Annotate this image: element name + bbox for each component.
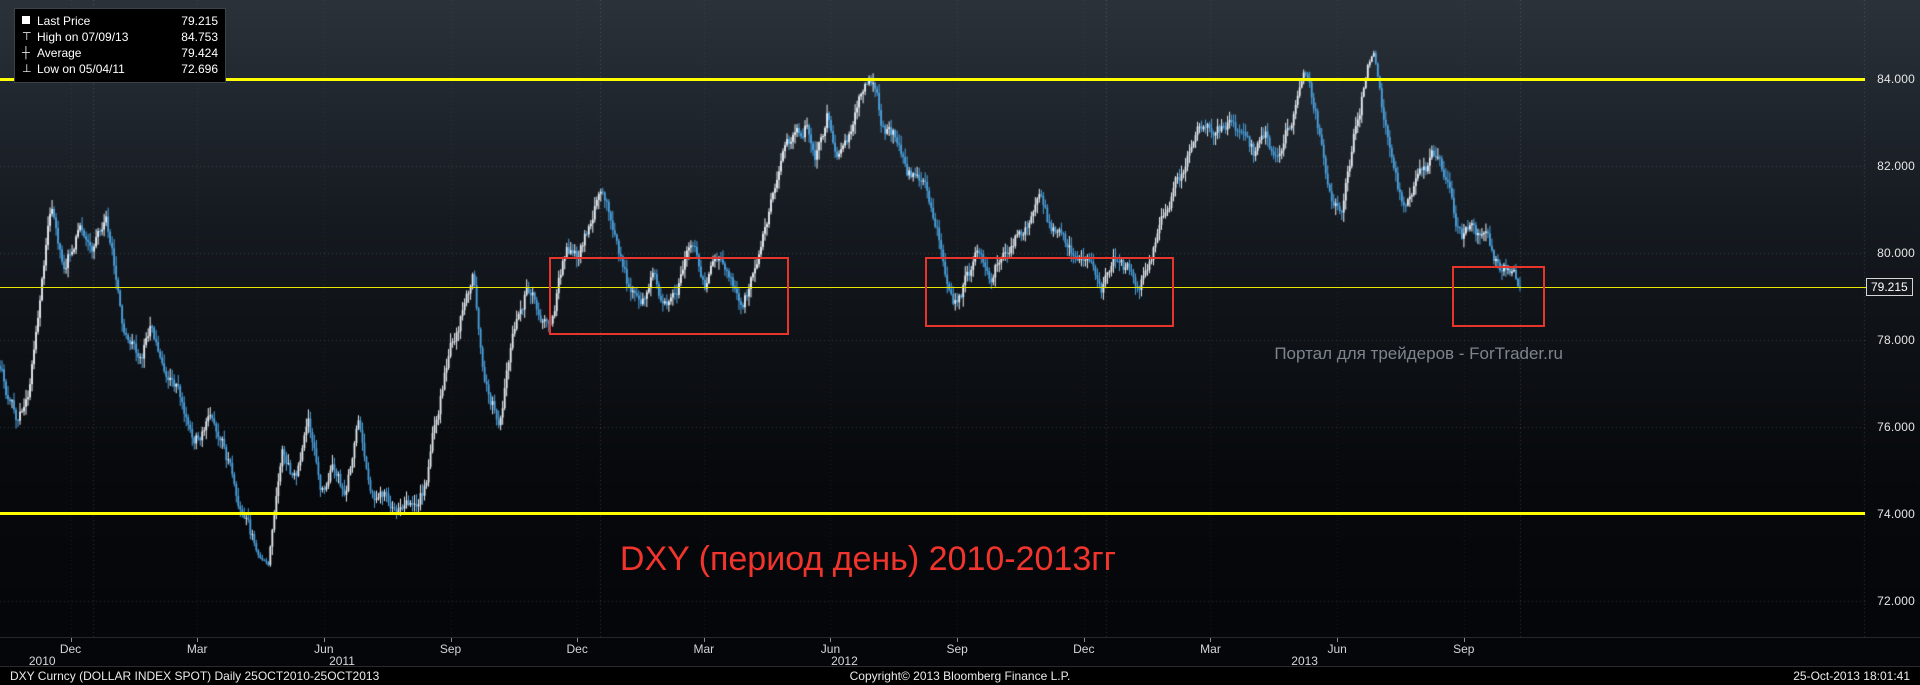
last-price-swatch-icon — [22, 15, 37, 27]
copyright-text: Copyright© 2013 Bloomberg Finance L.P. — [849, 669, 1071, 683]
time-tick-month-label: Dec — [566, 642, 588, 656]
high-marker-icon: ⊤ — [22, 30, 32, 43]
legend-label: Low on 05/04/11 — [37, 62, 125, 76]
time-tick-month-label: Dec — [1073, 642, 1095, 656]
legend-label: High on 07/09/13 — [37, 30, 129, 44]
candlestick-canvas[interactable] — [0, 0, 1920, 637]
time-tick-year-label: 2010 — [28, 654, 56, 668]
time-tick-month-label: Jun — [820, 642, 841, 656]
time-axis-tick — [577, 638, 578, 642]
time-tick-year-label: 2012 — [831, 654, 858, 668]
time-tick-month-label: Mar — [1200, 642, 1221, 656]
time-axis-tick — [451, 638, 452, 642]
time-tick-month-label: Dec — [59, 642, 82, 656]
low-marker-icon: ⊥ — [22, 62, 32, 75]
time-axis-tick — [1337, 638, 1338, 642]
time-axis-tick — [1210, 638, 1211, 642]
legend-label: Last Price — [37, 14, 91, 28]
time-axis-tick — [704, 638, 705, 642]
time-tick-month-label: Jun — [1327, 642, 1347, 656]
chart-annotation-title: DXY (период день) 2010-2013гг — [619, 540, 1117, 578]
instrument-description: DXY Curncy (DOLLAR INDEX SPOT) Daily 25O… — [10, 669, 380, 683]
time-axis-tick — [1084, 638, 1085, 642]
time-axis-tick — [324, 638, 325, 642]
time-tick-month-label: Sep — [946, 642, 968, 656]
legend-item-high[interactable]: ⊤ High on 07/09/13 84.753 — [22, 29, 218, 45]
status-bar: DXY Curncy (DOLLAR INDEX SPOT) Daily 25O… — [0, 666, 1920, 685]
legend-item-average[interactable]: ┼ Average 79.424 — [22, 45, 218, 61]
legend-value: 79.424 — [181, 46, 218, 60]
time-tick-month-label: Mar — [186, 642, 208, 656]
time-tick-month-label: Jun — [314, 642, 334, 656]
chart-plot-area[interactable]: 84.000 82.000 80.000 78.000 76.000 74.000 72.0… — [0, 0, 1920, 637]
time-axis-tick — [1464, 638, 1465, 642]
time-tick-month-label: Sep — [1453, 642, 1475, 656]
watermark-text: Портал для трейдеров - ForTrader.ru — [1274, 344, 1563, 363]
time-axis-tick — [830, 638, 831, 642]
chart-legend: Last Price 79.215 ⊤ High on 07/09/13 84.… — [14, 8, 226, 83]
time-tick-year-label: 2011 — [329, 654, 355, 668]
legend-item-low[interactable]: ⊥ Low on 05/04/11 72.696 — [22, 61, 218, 77]
time-tick-month-label: Mar — [693, 642, 715, 656]
time-axis: Dec Mar Jun Sep Dec Mar Jun Sep Dec Mar Jun Sep 2010… — [0, 637, 1920, 668]
legend-item-last-price[interactable]: Last Price 79.215 — [22, 13, 218, 29]
timestamp: 25-Oct-2013 18:01:41 — [1793, 669, 1910, 683]
time-tick-year-label: 2013 — [1291, 654, 1318, 668]
average-marker-icon: ┼ — [22, 46, 30, 59]
time-axis-tick — [957, 638, 958, 642]
legend-value: 84.753 — [181, 30, 218, 44]
time-tick-month-label: Sep — [439, 642, 462, 656]
legend-value: 72.696 — [181, 62, 218, 76]
time-axis-tick — [71, 638, 72, 642]
legend-label: Average — [37, 46, 82, 60]
legend-value: 79.215 — [181, 14, 218, 28]
time-axis-tick — [197, 638, 198, 642]
